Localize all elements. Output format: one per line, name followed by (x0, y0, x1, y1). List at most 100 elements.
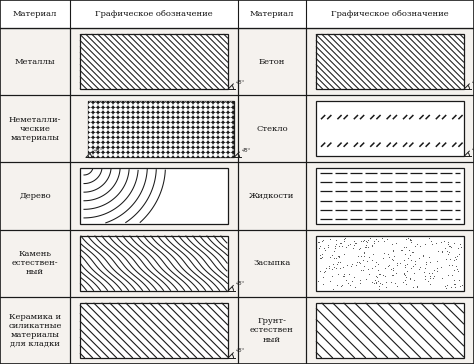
Circle shape (179, 154, 182, 156)
Point (374, 278, 382, 284)
Bar (306, 95, 474, 162)
Point (450, 277, 458, 283)
Point (320, 246, 328, 252)
Point (345, 271, 353, 277)
Circle shape (179, 128, 182, 131)
Point (402, 274, 410, 280)
Point (332, 237, 340, 243)
Circle shape (194, 123, 197, 126)
Circle shape (199, 119, 202, 121)
Circle shape (99, 138, 102, 141)
Circle shape (209, 134, 212, 136)
Point (446, 249, 453, 255)
Point (426, 281, 434, 287)
Circle shape (159, 108, 162, 111)
Bar (0, 95, 70, 162)
Circle shape (194, 128, 197, 131)
Text: Камень
естествен-
ный: Камень естествен- ный (12, 250, 58, 276)
Text: Неметалли-
ческие
материалы: Неметалли- ческие материалы (9, 116, 61, 142)
Point (331, 244, 338, 249)
Circle shape (169, 134, 172, 136)
Point (404, 255, 412, 261)
Point (350, 274, 357, 280)
Point (329, 286, 337, 292)
Circle shape (104, 108, 107, 111)
Point (407, 257, 415, 263)
Point (440, 238, 447, 244)
Circle shape (159, 114, 162, 116)
Point (426, 260, 434, 265)
Circle shape (114, 149, 117, 151)
Circle shape (204, 128, 207, 131)
Circle shape (89, 108, 92, 111)
Point (451, 284, 459, 289)
Bar (70, 230, 238, 297)
Point (319, 274, 327, 280)
Circle shape (184, 134, 187, 136)
Point (389, 257, 397, 263)
Circle shape (94, 138, 97, 141)
Point (342, 277, 349, 283)
Circle shape (134, 103, 137, 106)
Text: Засыпка: Засыпка (254, 259, 291, 267)
Circle shape (224, 119, 227, 121)
Circle shape (154, 108, 157, 111)
Point (413, 241, 420, 246)
Point (357, 267, 365, 273)
Circle shape (94, 128, 97, 131)
Bar (306, 28, 474, 95)
Circle shape (89, 114, 92, 116)
Point (378, 281, 386, 286)
Circle shape (209, 123, 212, 126)
Circle shape (99, 128, 102, 131)
Circle shape (149, 108, 152, 111)
Point (388, 272, 396, 277)
Circle shape (164, 103, 167, 106)
Circle shape (229, 143, 232, 146)
Text: Керамика и
силикатные
материалы
для кладки: Керамика и силикатные материалы для клад… (9, 313, 62, 348)
Bar (80, 236, 228, 291)
Point (411, 258, 419, 264)
Circle shape (119, 114, 122, 116)
Circle shape (99, 114, 102, 116)
Point (415, 255, 423, 261)
Point (446, 244, 453, 249)
Point (370, 252, 377, 257)
Circle shape (209, 114, 212, 116)
Circle shape (169, 123, 172, 126)
Circle shape (174, 128, 177, 131)
Point (383, 279, 390, 285)
Point (356, 259, 363, 265)
Point (415, 266, 423, 272)
Point (450, 240, 458, 246)
Point (352, 262, 360, 268)
Point (315, 239, 322, 245)
Circle shape (179, 143, 182, 146)
Point (335, 243, 342, 249)
Point (340, 252, 348, 257)
Circle shape (224, 154, 227, 156)
Bar (316, 101, 464, 157)
Point (360, 249, 368, 255)
Point (404, 235, 412, 241)
Point (378, 235, 386, 241)
Circle shape (134, 128, 137, 131)
Circle shape (219, 128, 222, 131)
Circle shape (229, 103, 232, 106)
Point (331, 245, 338, 251)
Circle shape (149, 128, 152, 131)
Circle shape (174, 154, 177, 156)
Circle shape (139, 138, 142, 141)
Circle shape (144, 123, 147, 126)
Point (337, 240, 345, 246)
Point (318, 238, 326, 244)
Circle shape (209, 128, 212, 131)
Circle shape (179, 119, 182, 121)
Text: Стекло: Стекло (256, 125, 288, 133)
Bar (70, 297, 238, 364)
Point (426, 273, 434, 279)
Point (451, 254, 458, 260)
Circle shape (224, 114, 227, 116)
Bar (80, 303, 228, 358)
Point (379, 272, 387, 278)
